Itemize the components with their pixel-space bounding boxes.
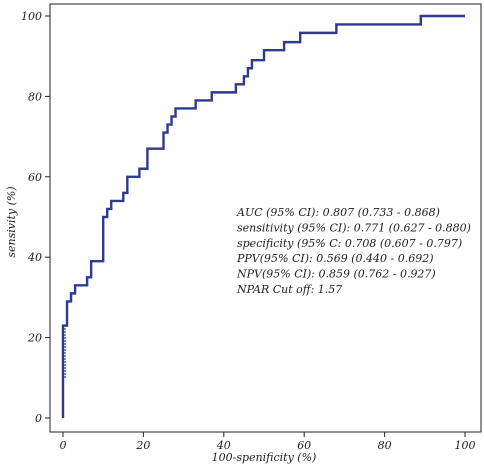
x-tick-label: 80 <box>378 439 392 452</box>
x-axis: 0 20 40 60 80 100 <box>60 432 476 452</box>
y-tick-label: 60 <box>28 171 42 184</box>
stats-annotation-line: NPV(95% CI): 0.859 (0.762 - 0.927) <box>236 268 436 281</box>
stats-annotation-line: sensitivity (95% CI): 0.771 (0.627 - 0.8… <box>237 221 471 234</box>
stats-annotation-line: PPV(95% CI): 0.569 (0.440 - 0.692) <box>236 252 434 265</box>
x-axis-title: 100-spenificity (%) <box>212 451 317 464</box>
stats-annotation-block: AUC (95% CI): 0.807 (0.733 - 0.868) sensi… <box>236 206 471 296</box>
x-tick-label: 100 <box>455 439 476 452</box>
stats-annotation-line: specificity (95% C: 0.708 (0.607 - 0.797… <box>237 237 462 250</box>
x-tick-label: 60 <box>297 439 311 452</box>
y-tick-label: 100 <box>21 10 42 23</box>
x-tick-label: 0 <box>60 439 67 452</box>
stats-annotation-line: NPAR Cut off: 1.57 <box>236 283 342 296</box>
y-tick-label: 40 <box>27 251 42 264</box>
y-tick-label: 20 <box>27 332 42 345</box>
plot-frame <box>49 3 482 433</box>
y-axis-title: sensivity (%) <box>5 186 18 257</box>
y-axis: 0 20 40 60 80 100 <box>21 10 50 425</box>
x-tick-label: 40 <box>216 439 231 452</box>
y-tick-label: 80 <box>28 90 42 103</box>
stats-annotation-line: AUC (95% CI): 0.807 (0.733 - 0.868) <box>236 206 440 219</box>
x-tick-label: 20 <box>135 439 150 452</box>
roc-curve-line <box>61 14 465 418</box>
y-tick-label: 0 <box>35 412 42 425</box>
